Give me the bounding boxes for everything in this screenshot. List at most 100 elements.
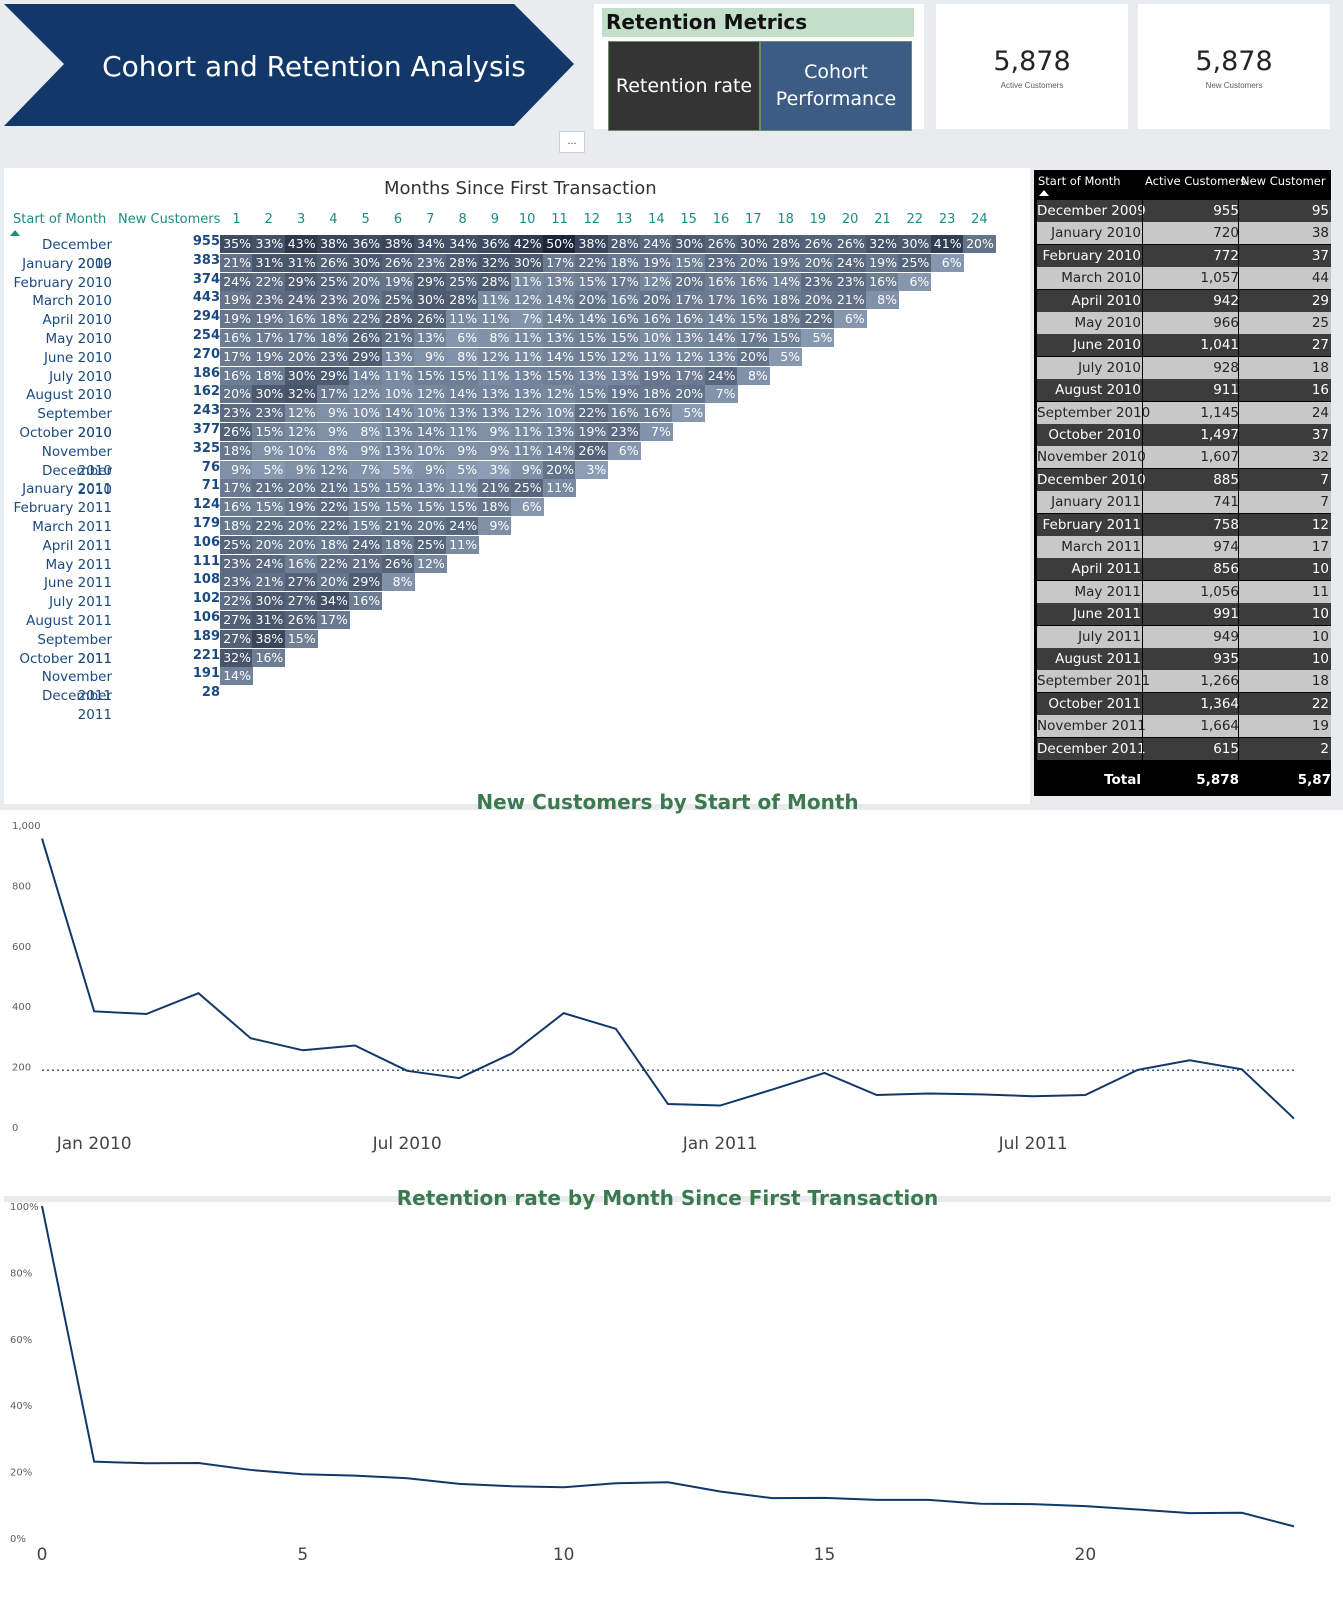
retention-cell[interactable]: 9% [284,460,318,479]
retention-cell[interactable]: 6% [833,310,867,329]
retention-cell[interactable]: 19% [639,253,673,272]
retention-cell[interactable]: 13% [543,423,576,441]
retention-cell[interactable]: 15% [349,479,383,498]
retention-cell[interactable]: 15% [446,498,480,517]
retention-cell[interactable]: 13% [543,272,576,291]
retention-cell[interactable]: 18% [316,310,350,329]
retention-cell[interactable]: 20% [672,385,706,404]
table-row[interactable]: December 2010 885 7 [1037,468,1331,491]
retention-cell[interactable]: 20% [801,253,835,272]
table-row[interactable]: June 2011 991 10 [1037,603,1331,626]
retention-cell[interactable]: 22% [316,554,350,573]
retention-cell[interactable]: 24% [704,366,738,385]
retention-cell[interactable]: 17% [220,347,253,366]
retention-cell[interactable]: 9% [446,441,480,460]
retention-cell[interactable]: 14% [704,310,738,329]
retention-cell[interactable]: 14% [575,310,609,329]
retention-cell[interactable]: 31% [252,253,286,272]
more-options-button[interactable]: ... [559,131,585,153]
month-header-22[interactable]: 22 [906,212,924,227]
retention-cell[interactable]: 27% [220,629,253,648]
retention-cell[interactable]: 16% [284,554,318,573]
retention-cell[interactable]: 24% [639,235,673,253]
month-header-17[interactable]: 17 [745,212,762,227]
retention-cell[interactable]: 23% [316,347,350,366]
retention-cell[interactable]: 21% [316,479,350,498]
retention-cell[interactable]: 38% [381,235,415,253]
retention-cell[interactable]: 12% [543,385,576,404]
retention-cell[interactable]: 16% [607,310,641,329]
retention-cell[interactable]: 5% [252,460,286,479]
retention-cell[interactable]: 26% [704,235,738,253]
retention-cell[interactable]: 16% [349,592,383,611]
retention-cell[interactable]: 15% [575,272,609,291]
retention-cell[interactable]: 30% [510,253,544,272]
retention-cell[interactable]: 28% [446,253,480,272]
retention-cell[interactable]: 16% [607,291,641,310]
retention-cell[interactable]: 21% [381,517,415,535]
retention-cell[interactable]: 22% [316,498,350,517]
retention-cell[interactable]: 23% [220,573,253,592]
retention-cell[interactable]: 31% [252,611,286,629]
retention-cell[interactable]: 12% [607,347,641,366]
retention-cell[interactable]: 34% [413,235,447,253]
retention-cell[interactable]: 18% [769,291,803,310]
retention-cell[interactable]: 6% [446,329,480,347]
table-row[interactable]: March 2010 1,057 44 [1037,267,1331,290]
retention-cell[interactable]: 5% [672,404,706,423]
retention-cell[interactable]: 41% [930,235,964,253]
month-header-1[interactable]: 1 [232,212,241,227]
retention-cell[interactable]: 22% [252,272,286,291]
retention-cell[interactable]: 9% [316,404,350,423]
retention-cell[interactable]: 20% [413,517,447,535]
retention-cell[interactable]: 19% [220,310,253,329]
month-header-4[interactable]: 4 [329,212,338,227]
retention-cell[interactable]: 11% [510,272,544,291]
retention-cell[interactable]: 29% [349,573,383,592]
retention-cell[interactable]: 42% [510,235,544,253]
retention-cell[interactable]: 25% [413,535,447,554]
retention-cell[interactable]: 17% [672,366,706,385]
retention-cell[interactable]: 18% [316,535,350,554]
retention-cell[interactable]: 14% [349,366,383,385]
retention-cell[interactable]: 24% [284,291,318,310]
retention-cell[interactable]: 29% [316,366,350,385]
retention-cell[interactable]: 26% [575,441,609,460]
retention-cell[interactable]: 22% [316,517,350,535]
retention-cell[interactable]: 19% [284,498,318,517]
month-header-6[interactable]: 6 [393,212,403,227]
month-header-16[interactable]: 16 [712,212,730,227]
table-row[interactable]: February 2010 772 37 [1037,244,1331,267]
retention-cell[interactable]: 19% [639,366,673,385]
table-row[interactable]: November 2011 1,664 19 [1037,715,1331,738]
retention-cell[interactable]: 6% [607,441,641,460]
retention-cell[interactable]: 22% [575,404,609,423]
retention-cell[interactable]: 25% [446,272,480,291]
table-row[interactable]: September 2010 1,145 24 [1037,401,1331,424]
retention-cell[interactable]: 16% [639,404,673,423]
retention-cell[interactable]: 20% [220,385,253,404]
retention-cell[interactable]: 24% [446,517,480,535]
new-customers-column-header[interactable]: New Customers [118,212,221,227]
retention-cell[interactable]: 23% [252,404,286,423]
retention-cell[interactable]: 17% [316,385,350,404]
retention-cell[interactable]: 32% [866,235,899,253]
retention-cell[interactable]: 15% [672,253,706,272]
month-header-13[interactable]: 13 [615,212,633,227]
retention-cell[interactable]: 36% [349,235,383,253]
retention-cell[interactable]: 11% [510,423,544,441]
retention-cell[interactable]: 26% [349,329,383,347]
retention-cell[interactable]: 17% [607,272,641,291]
retention-cell[interactable]: 11% [639,347,673,366]
retention-cell[interactable]: 15% [413,366,447,385]
retention-cell[interactable]: 8% [316,441,350,460]
retention-cell[interactable]: 15% [381,498,415,517]
cohort-performance-button[interactable]: Cohort Performance [760,41,912,131]
retention-cell[interactable]: 20% [639,291,673,310]
retention-cell[interactable]: 20% [252,535,286,554]
retention-rate-series-line[interactable] [41,1205,1295,1528]
month-header-5[interactable]: 5 [361,212,370,227]
retention-cell[interactable]: 15% [284,629,318,648]
retention-cell[interactable]: 14% [413,423,447,441]
retention-cell[interactable]: 38% [316,235,350,253]
